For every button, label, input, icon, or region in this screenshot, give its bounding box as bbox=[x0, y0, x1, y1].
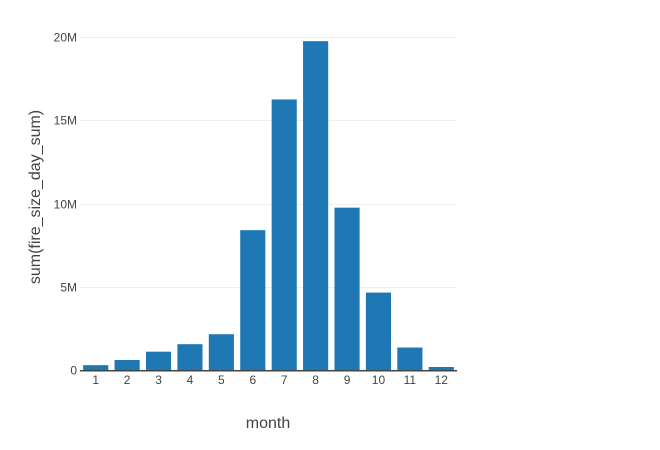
bar-month-12 bbox=[428, 367, 454, 370]
y-tick-label: 0 bbox=[70, 364, 77, 378]
bar-month-7 bbox=[271, 99, 297, 370]
bar-month-10 bbox=[365, 292, 392, 370]
x-tick-label: 10 bbox=[372, 373, 386, 387]
x-tick-label: 3 bbox=[155, 373, 162, 387]
bar-month-1 bbox=[83, 365, 109, 370]
bar-month-8 bbox=[303, 41, 329, 370]
bar-month-3 bbox=[145, 351, 172, 370]
y-axis-title: sum(fire_size_day_sum) bbox=[27, 110, 44, 284]
x-tick-label: 9 bbox=[344, 373, 351, 387]
y-tick-label: 5M bbox=[60, 281, 77, 295]
y-tick-label: 20M bbox=[54, 31, 77, 45]
y-tick-label: 10M bbox=[54, 198, 77, 212]
bar-month-11 bbox=[397, 347, 423, 370]
x-tick-label: 5 bbox=[218, 373, 225, 387]
bar-month-5 bbox=[208, 334, 234, 370]
grid-layer bbox=[80, 37, 457, 288]
x-tick-label: 1 bbox=[92, 373, 99, 387]
x-tick-label: 8 bbox=[312, 373, 319, 387]
bar-month-9 bbox=[334, 207, 360, 370]
x-tick-label: 7 bbox=[281, 373, 288, 387]
bar-month-4 bbox=[177, 344, 203, 370]
x-tick-label: 4 bbox=[187, 373, 194, 387]
bar-month-2 bbox=[114, 360, 140, 370]
bar-month-6 bbox=[240, 230, 266, 370]
x-tick-label: 12 bbox=[435, 373, 449, 387]
x-tick-label: 6 bbox=[249, 373, 256, 387]
x-tick-label: 11 bbox=[404, 373, 417, 387]
bar-layer bbox=[83, 41, 454, 370]
x-tick-label: 2 bbox=[124, 373, 131, 387]
x-axis-title: month bbox=[246, 415, 290, 432]
y-tick-label: 15M bbox=[54, 114, 77, 128]
